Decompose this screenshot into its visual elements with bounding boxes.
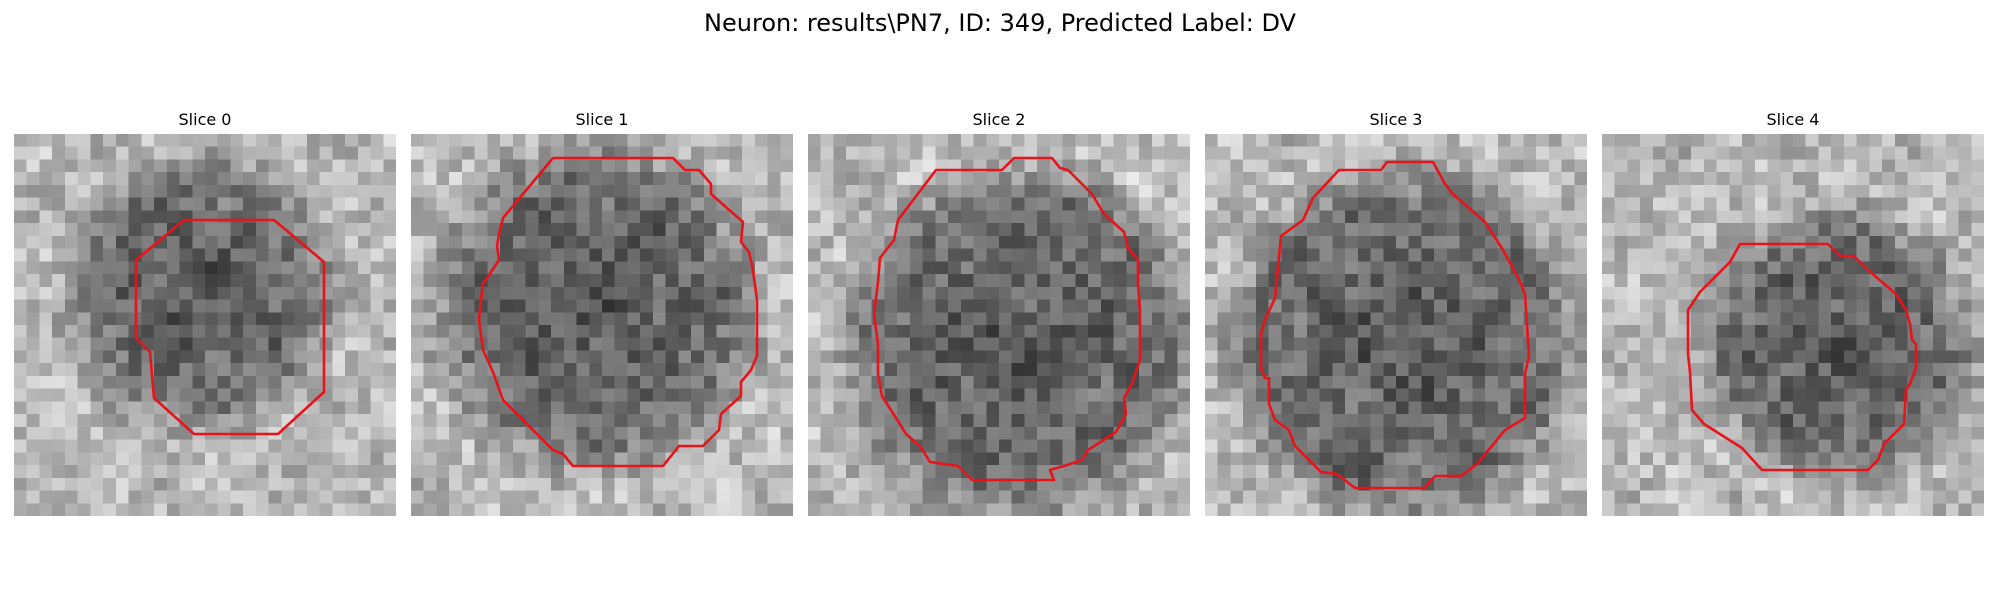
slice-title: Slice 2 (972, 110, 1026, 129)
slice-title: Slice 3 (1369, 110, 1423, 129)
slice-title: Slice 0 (178, 110, 232, 129)
grayscale-image (1205, 134, 1587, 516)
contour-outline (1686, 242, 1918, 472)
grayscale-image (14, 134, 396, 516)
slice-image (1205, 134, 1587, 516)
grayscale-image (1602, 134, 1984, 516)
segmentation-contour (1259, 160, 1531, 490)
segmentation-contour (134, 218, 326, 436)
grayscale-image (808, 134, 1190, 516)
contour-outline (1259, 160, 1531, 490)
contour-outline (477, 156, 759, 468)
contour-outline (872, 156, 1142, 482)
slice-panel-4: Slice 4 (1602, 108, 1984, 516)
contour-outline (134, 218, 326, 436)
slice-panel-2: Slice 2 (808, 108, 1190, 516)
slice-title: Slice 4 (1766, 110, 1820, 129)
segmentation-contour (1686, 242, 1918, 472)
slice-panel-3: Slice 3 (1205, 108, 1587, 516)
slice-panel-0: Slice 0 (14, 108, 396, 516)
slice-image (1602, 134, 1984, 516)
grayscale-image (411, 134, 793, 516)
segmentation-contour (872, 156, 1142, 482)
slice-image (411, 134, 793, 516)
slice-title: Slice 1 (575, 110, 629, 129)
slice-image (14, 134, 396, 516)
segmentation-contour (477, 156, 759, 468)
figure-title: Neuron: results\PN7, ID: 349, Predicted … (704, 9, 1296, 37)
slice-panel-1: Slice 1 (411, 108, 793, 516)
slice-image (808, 134, 1190, 516)
